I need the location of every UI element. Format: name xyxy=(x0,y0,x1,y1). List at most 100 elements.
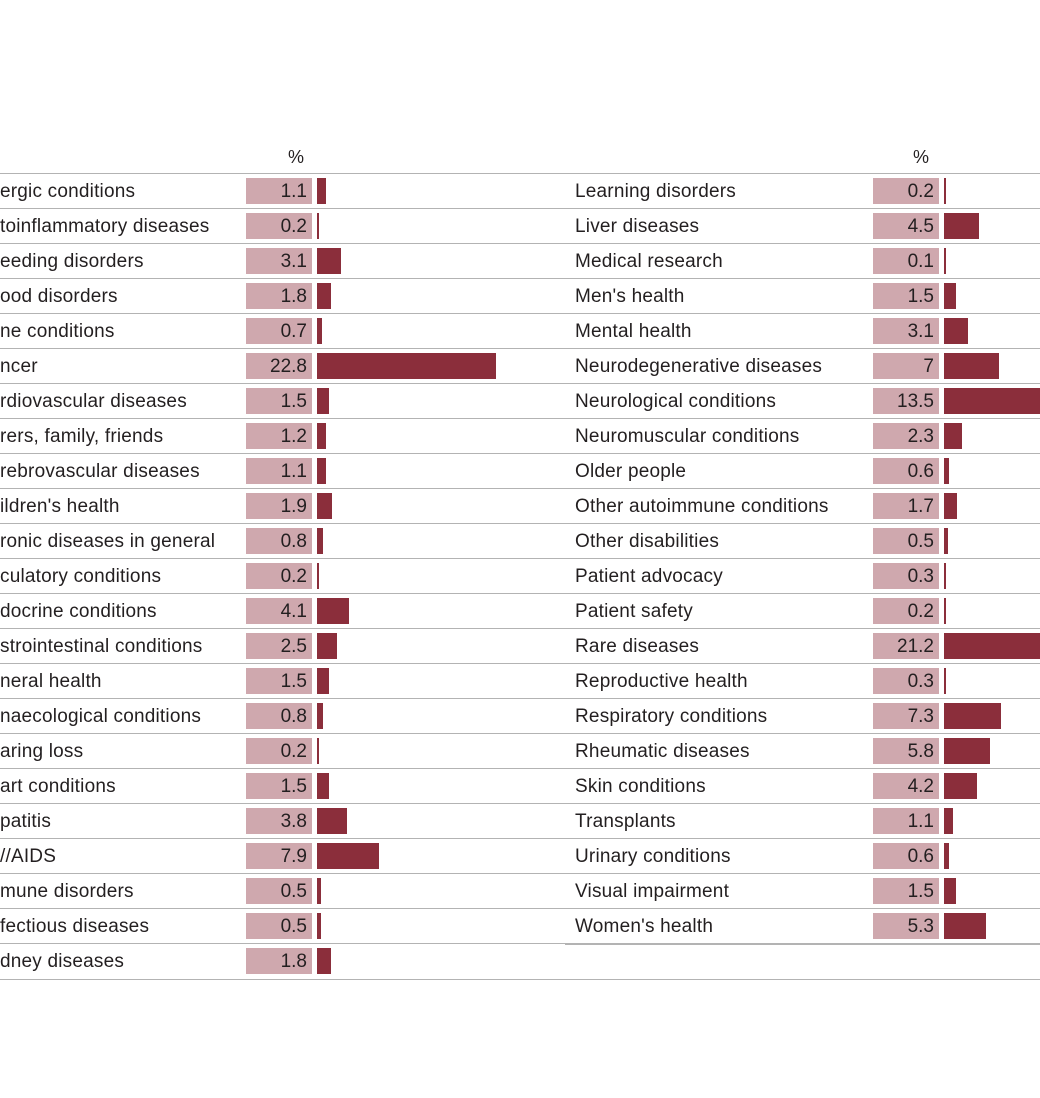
category-label: Women's health xyxy=(575,916,714,937)
table-row: Rare diseases 21.2 xyxy=(565,628,1040,664)
bar xyxy=(317,458,326,484)
table-row: culatory conditions 0.2 xyxy=(0,558,1040,594)
value-label: 0.7 xyxy=(246,318,312,344)
value-label: 0.2 xyxy=(246,563,312,589)
value-label: 2.3 xyxy=(873,423,939,449)
value-label: 1.1 xyxy=(246,178,312,204)
bar xyxy=(944,598,946,624)
bar xyxy=(317,843,379,869)
value-label: 2.5 xyxy=(246,633,312,659)
table-row: ncer 22.8 xyxy=(0,348,1040,384)
value-label: 21.2 xyxy=(873,633,939,659)
bar xyxy=(317,738,319,764)
value-label: 0.5 xyxy=(873,528,939,554)
category-label: ergic conditions xyxy=(0,181,136,202)
value-label: 1.5 xyxy=(873,878,939,904)
category-label: Neurodegenerative diseases xyxy=(575,356,823,377)
table-row: Rheumatic diseases 5.8 xyxy=(565,733,1040,769)
table-row: Urinary conditions 0.6 xyxy=(565,838,1040,874)
bar xyxy=(944,668,946,694)
value-label: 4.2 xyxy=(873,773,939,799)
table-row: Neurodegenerative diseases 7 xyxy=(565,348,1040,384)
bar xyxy=(317,248,341,274)
bar xyxy=(317,388,329,414)
table-row: Men's health 1.5 xyxy=(565,278,1040,314)
category-label: Urinary conditions xyxy=(575,846,731,867)
category-label: eeding disorders xyxy=(0,251,144,272)
value-label: 1.1 xyxy=(246,458,312,484)
bar xyxy=(317,773,329,799)
value-label: 1.9 xyxy=(246,493,312,519)
bar xyxy=(317,528,323,554)
value-label: 7.9 xyxy=(246,843,312,869)
bar xyxy=(944,703,1001,729)
bar xyxy=(317,948,331,974)
value-label: 0.5 xyxy=(246,913,312,939)
value-label: 1.5 xyxy=(246,668,312,694)
bar xyxy=(944,738,990,764)
table-row: Liver diseases 4.5 xyxy=(565,208,1040,244)
value-label: 0.3 xyxy=(873,668,939,694)
value-label: 0.2 xyxy=(246,213,312,239)
value-label: 0.2 xyxy=(873,598,939,624)
table-row: Transplants 1.1 xyxy=(565,803,1040,839)
category-label: neral health xyxy=(0,671,102,692)
table-row: strointestinal conditions 2.5 xyxy=(0,628,1040,664)
table-row: ildren's health 1.9 xyxy=(0,488,1040,524)
value-label: 0.8 xyxy=(246,528,312,554)
value-label: 4.1 xyxy=(246,598,312,624)
category-label: naecological conditions xyxy=(0,706,202,727)
category-label: Medical research xyxy=(575,251,723,272)
value-label: 3.1 xyxy=(246,248,312,274)
table-row: Patient advocacy 0.3 xyxy=(565,558,1040,594)
table-row: Neurological conditions 13.5 xyxy=(565,383,1040,419)
bar xyxy=(317,318,322,344)
category-label: strointestinal conditions xyxy=(0,636,203,657)
category-label: Skin conditions xyxy=(575,776,706,797)
table-row: patitis 3.8 xyxy=(0,803,1040,839)
bar xyxy=(944,913,986,939)
value-label: 4.5 xyxy=(873,213,939,239)
table-row: rers, family, friends 1.2 xyxy=(0,418,1040,454)
table-row: //AIDS 7.9 xyxy=(0,838,1040,874)
category-label: ronic diseases in general xyxy=(0,531,216,552)
table-row: mune disorders 0.5 xyxy=(0,873,1040,909)
category-label: Learning disorders xyxy=(575,181,736,202)
category-label: Visual impairment xyxy=(575,881,730,902)
unit-header-left: % xyxy=(288,147,305,167)
table-row: naecological conditions 0.8 xyxy=(0,698,1040,734)
value-label: 1.2 xyxy=(246,423,312,449)
value-label: 0.6 xyxy=(873,458,939,484)
bar xyxy=(944,423,962,449)
category-label: rdiovascular diseases xyxy=(0,391,187,412)
category-label: Patient safety xyxy=(575,601,693,622)
bar xyxy=(944,493,957,519)
value-label: 1.7 xyxy=(873,493,939,519)
table-row: Learning disorders 0.2 xyxy=(565,173,1040,209)
value-label: 13.5 xyxy=(873,388,939,414)
unit-header-right: % xyxy=(913,147,930,167)
bar xyxy=(944,773,977,799)
bar xyxy=(317,668,329,694)
value-label: 1.5 xyxy=(873,283,939,309)
table-row: dney diseases 1.8 xyxy=(0,943,1040,980)
table-row: Other disabilities 0.5 xyxy=(565,523,1040,559)
value-label: 1.1 xyxy=(873,808,939,834)
bar xyxy=(944,843,949,869)
category-label: ncer xyxy=(0,356,38,377)
value-label: 0.1 xyxy=(873,248,939,274)
category-label: Liver diseases xyxy=(575,216,700,237)
category-label: Neurological conditions xyxy=(575,391,777,412)
category-label: dney diseases xyxy=(0,951,125,972)
category-label: Neuromuscular conditions xyxy=(575,426,800,447)
category-label: Other disabilities xyxy=(575,531,720,552)
value-label: 3.8 xyxy=(246,808,312,834)
category-label: Respiratory conditions xyxy=(575,706,768,727)
table-row: fectious diseases 0.5 xyxy=(0,908,1040,944)
bar xyxy=(317,878,321,904)
category-label: ood disorders xyxy=(0,286,118,307)
bar xyxy=(317,283,331,309)
category-label: aring loss xyxy=(0,741,84,762)
category-label: Transplants xyxy=(575,811,676,832)
table-row: Mental health 3.1 xyxy=(565,313,1040,349)
